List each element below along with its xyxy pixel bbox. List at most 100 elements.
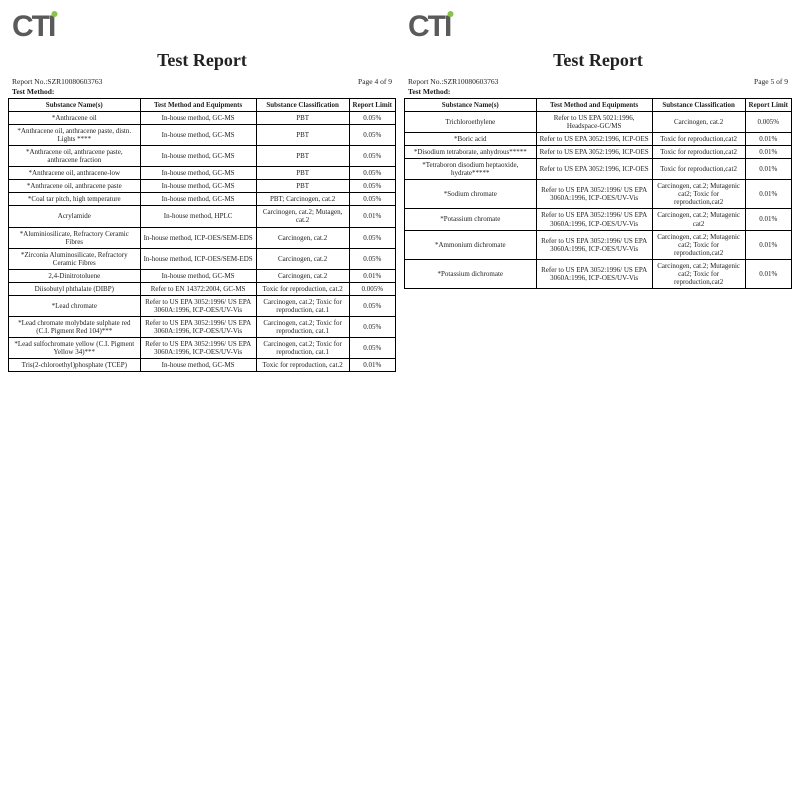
table-cell: Tris(2-chloroethyl)phosphate (TCEP) bbox=[9, 359, 141, 372]
table-cell: *Zirconia Aluminosilicate, Refractory Ce… bbox=[9, 248, 141, 269]
table-row: *Lead chromateRefer to US EPA 3052:1996/… bbox=[9, 295, 396, 316]
table-cell: Refer to US EPA 3052:1996/ US EPA 3060A:… bbox=[140, 295, 256, 316]
logo-dot-icon: ● bbox=[446, 5, 452, 21]
table-row: *Anthracene oil, anthracene paste, distn… bbox=[9, 125, 396, 146]
table-cell: Refer to US EPA 3052:1996, ICP-OES bbox=[536, 133, 652, 146]
table-cell: Toxic for reproduction,cat2 bbox=[652, 146, 745, 159]
table-cell: Carcinogen, cat.2 bbox=[256, 248, 349, 269]
th-limit: Report Limit bbox=[349, 99, 395, 112]
table-cell: PBT bbox=[256, 112, 349, 125]
table-row: *Anthracene oil, anthracene-lowIn-house … bbox=[9, 167, 396, 180]
table-cell: Carcinogen, cat.2; Mutagenic cat2; Toxic… bbox=[652, 180, 745, 209]
table-cell: In-house method, GC-MS bbox=[140, 359, 256, 372]
report-no: Report No.:SZR10080603763 bbox=[12, 77, 102, 86]
table-cell: Carcinogen, cat.2; Toxic for reproductio… bbox=[256, 316, 349, 337]
meta-row: Report No.:SZR10080603763 Page 4 of 9 bbox=[8, 77, 396, 87]
table-cell: In-house method, GC-MS bbox=[140, 269, 256, 282]
th-name: Substance Name(s) bbox=[9, 99, 141, 112]
table-cell: 0.05% bbox=[349, 295, 395, 316]
table-row: *Coal tar pitch, high temperatureIn-hous… bbox=[9, 193, 396, 206]
table-cell: 0.05% bbox=[349, 193, 395, 206]
table-row: Diisobutyl phthalate (DIBP)Refer to EN 1… bbox=[9, 282, 396, 295]
table-cell: Refer to US EPA 3052:1996, ICP-OES bbox=[536, 146, 652, 159]
table-cell: 0.01% bbox=[745, 146, 791, 159]
table-cell: Carcinogen, cat.2; Mutagenic cat2 bbox=[652, 209, 745, 230]
table-cell: In-house method, GC-MS bbox=[140, 125, 256, 146]
page-label: Page 5 of 9 bbox=[754, 77, 788, 86]
table-row: *Zirconia Aluminosilicate, Refractory Ce… bbox=[9, 248, 396, 269]
table-cell: Refer to US EPA 3052:1996/ US EPA 3060A:… bbox=[140, 337, 256, 358]
table-cell: *Aluminiosilicate, Refractory Ceramic Fi… bbox=[9, 227, 141, 248]
table-row: TrichloroethyleneRefer to US EPA 5021:19… bbox=[405, 112, 792, 133]
table-row: *Potassium chromateRefer to US EPA 3052:… bbox=[405, 209, 792, 230]
table-header-row: Substance Name(s) Test Method and Equipm… bbox=[405, 99, 792, 112]
th-method: Test Method and Equipments bbox=[140, 99, 256, 112]
table-row: *Anthracene oilIn-house method, GC-MSPBT… bbox=[9, 112, 396, 125]
substance-table: Substance Name(s) Test Method and Equipm… bbox=[404, 98, 792, 289]
table-cell: Refer to US EPA 3052:1996/ US EPA 3060A:… bbox=[536, 180, 652, 209]
table-cell: In-house method, GC-MS bbox=[140, 180, 256, 193]
table-cell: Refer to US EPA 3052:1996/ US EPA 3060A:… bbox=[536, 259, 652, 288]
table-cell: Refer to US EPA 3052:1996/ US EPA 3060A:… bbox=[536, 230, 652, 259]
table-cell: In-house method, GC-MS bbox=[140, 167, 256, 180]
table-cell: 0.005% bbox=[745, 112, 791, 133]
th-name: Substance Name(s) bbox=[405, 99, 537, 112]
table-cell: 0.05% bbox=[349, 112, 395, 125]
table-cell: Toxic for reproduction,cat2 bbox=[652, 133, 745, 146]
report-no: Report No.:SZR10080603763 bbox=[408, 77, 498, 86]
table-cell: *Boric acid bbox=[405, 133, 537, 146]
table-cell: 0.01% bbox=[349, 206, 395, 227]
table-cell: Refer to US EPA 3052:1996/ US EPA 3060A:… bbox=[140, 316, 256, 337]
table-cell: *Potassium chromate bbox=[405, 209, 537, 230]
table-row: *Anthracene oil, anthracene pasteIn-hous… bbox=[9, 180, 396, 193]
table-cell: 0.05% bbox=[349, 337, 395, 358]
table-cell: 0.01% bbox=[745, 259, 791, 288]
table-cell: Carcinogen, cat.2; Mutagen, cat.2 bbox=[256, 206, 349, 227]
table-cell: Carcinogen, cat.2; Toxic for reproductio… bbox=[256, 295, 349, 316]
table-cell: *Coal tar pitch, high temperature bbox=[9, 193, 141, 206]
table-cell: *Lead chromate bbox=[9, 295, 141, 316]
table-row: *Ammonium dichromateRefer to US EPA 3052… bbox=[405, 230, 792, 259]
table-row: *Disodium tetraborate, anhydrous*****Ref… bbox=[405, 146, 792, 159]
table-cell: 0.05% bbox=[349, 248, 395, 269]
table-cell: 0.01% bbox=[745, 209, 791, 230]
meta-row: Report No.:SZR10080603763 Page 5 of 9 bbox=[404, 77, 792, 87]
page-5: CTI● Test Report Report No.:SZR100806037… bbox=[404, 10, 792, 790]
table-cell: *Anthracene oil, anthracene paste, anthr… bbox=[9, 146, 141, 167]
table-cell: *Sodium chromate bbox=[405, 180, 537, 209]
table-cell: Refer to US EPA 3052:1996, ICP-OES bbox=[536, 159, 652, 180]
table-cell: Carcinogen, cat.2; Mutagenic cat2; Toxic… bbox=[652, 259, 745, 288]
table-cell: *Anthracene oil bbox=[9, 112, 141, 125]
table-cell: *Lead sulfochromate yellow (C.I. Pigment… bbox=[9, 337, 141, 358]
table-cell: 0.01% bbox=[745, 133, 791, 146]
table-cell: Refer to US EPA 5021:1996, Headspace-GC/… bbox=[536, 112, 652, 133]
table-cell: 0.005% bbox=[349, 282, 395, 295]
table-row: 2,4-DinitrotolueneIn-house method, GC-MS… bbox=[9, 269, 396, 282]
page-4: CTI● Test Report Report No.:SZR100806037… bbox=[8, 10, 396, 790]
table-cell: 0.05% bbox=[349, 180, 395, 193]
table-cell: *Tetraboron disodium heptaoxide, hydrate… bbox=[405, 159, 537, 180]
test-method-label: Test Method: bbox=[8, 87, 396, 98]
table-row: *Tetraboron disodium heptaoxide, hydrate… bbox=[405, 159, 792, 180]
table-row: *Potassium dichromateRefer to US EPA 305… bbox=[405, 259, 792, 288]
table-row: *Anthracene oil, anthracene paste, anthr… bbox=[9, 146, 396, 167]
table-cell: Carcinogen, cat.2 bbox=[256, 269, 349, 282]
th-class: Substance Classification bbox=[256, 99, 349, 112]
table-cell: PBT bbox=[256, 180, 349, 193]
table-cell: 0.05% bbox=[349, 125, 395, 146]
table-cell: Carcinogen, cat.2; Mutagenic cat2; Toxic… bbox=[652, 230, 745, 259]
test-method-label: Test Method: bbox=[404, 87, 792, 98]
table-cell: Refer to EN 14372:2004, GC-MS bbox=[140, 282, 256, 295]
table-cell: Trichloroethylene bbox=[405, 112, 537, 133]
table-cell: Toxic for reproduction, cat.2 bbox=[256, 359, 349, 372]
table-cell: Refer to US EPA 3052:1996/ US EPA 3060A:… bbox=[536, 209, 652, 230]
table-cell: PBT; Carcinogen, cat.2 bbox=[256, 193, 349, 206]
table-row: *Sodium chromateRefer to US EPA 3052:199… bbox=[405, 180, 792, 209]
table-cell: Toxic for reproduction, cat.2 bbox=[256, 282, 349, 295]
table-row: *Lead chromate molybdate sulphate red (C… bbox=[9, 316, 396, 337]
table-cell: Carcinogen, cat.2 bbox=[256, 227, 349, 248]
table-cell: 0.01% bbox=[745, 159, 791, 180]
table-cell: In-house method, GC-MS bbox=[140, 146, 256, 167]
th-limit: Report Limit bbox=[745, 99, 791, 112]
report-title: Test Report bbox=[8, 50, 396, 71]
